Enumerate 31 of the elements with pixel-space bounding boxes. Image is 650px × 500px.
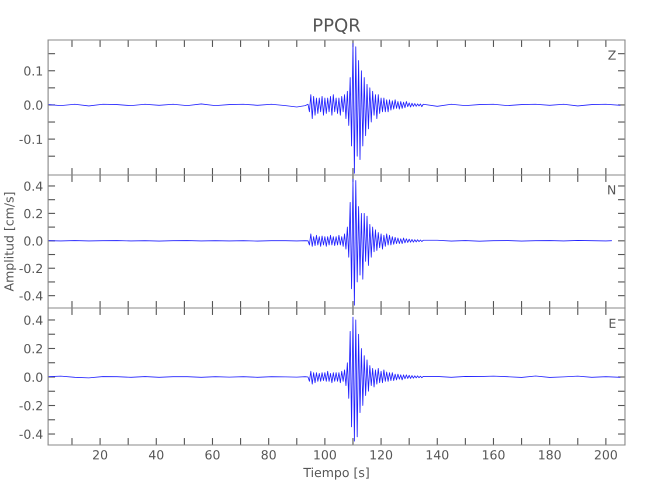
y-axis-title: Amplitud [cm/s] (4, 192, 16, 292)
x-tick-label: 40 (148, 450, 164, 460)
x-tick-label: 20 (93, 450, 108, 460)
chart-title: PPQR (314, 18, 360, 34)
y-tick-label: -0.1 (19, 134, 42, 144)
x-tick-label: 200 (594, 450, 617, 460)
x-tick-label: 80 (262, 450, 276, 460)
y-tick-label: 0.4 (24, 181, 43, 191)
y-tick-label: -0.4 (19, 429, 43, 439)
x-tick-label: 180 (539, 450, 561, 460)
y-tick-label: 0.1 (24, 66, 42, 76)
x-tick-label: 60 (205, 450, 220, 460)
y-tick-label: -0.2 (19, 400, 42, 410)
y-tick-label: -0.4 (19, 291, 43, 301)
x-tick-label: 100 (314, 450, 336, 460)
y-tick-label: 0.0 (24, 100, 42, 110)
y-tick-label: 0.2 (24, 344, 42, 354)
annotation: Z (608, 50, 616, 60)
annotation: N (608, 185, 616, 194)
x-tick-label: 140 (426, 450, 448, 460)
y-tick-label: 0.0 (24, 236, 42, 246)
y-tick-label: 0.0 (24, 372, 42, 382)
annotation: E (610, 318, 616, 328)
line-series (48, 316, 620, 442)
line-series (48, 43, 620, 174)
x-tick-label: 160 (482, 450, 505, 460)
x-axis-title: Tiempo [s] (303, 468, 369, 480)
y-tick-label: -0.2 (19, 264, 42, 274)
y-tick-label: 0.2 (24, 208, 42, 218)
y-tick-label: 0.4 (24, 315, 43, 325)
x-tick-label: 120 (370, 450, 392, 460)
